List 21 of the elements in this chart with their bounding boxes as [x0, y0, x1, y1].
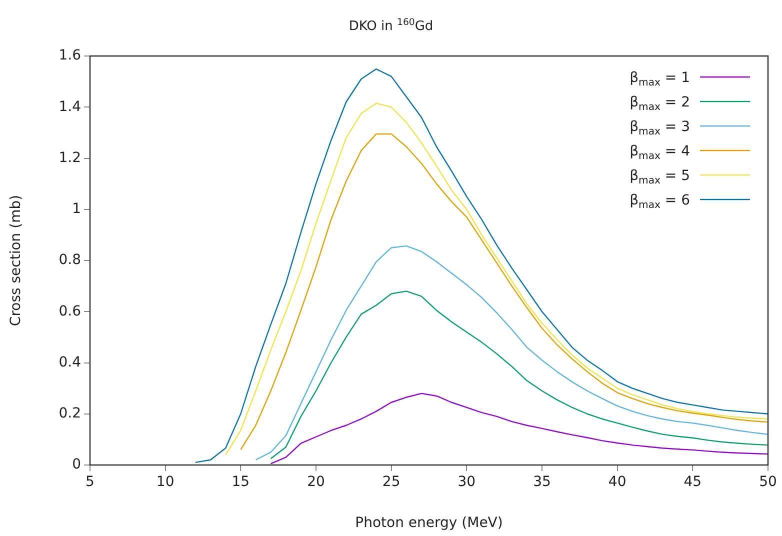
y-tick-label: 0.6: [58, 303, 82, 320]
y-tick-label: 0.4: [58, 354, 82, 370]
y-tick-label: 0.2: [58, 406, 81, 422]
x-tick-label: 40: [608, 474, 626, 490]
y-axis-title: Cross section (mb): [8, 194, 24, 326]
x-tick-label: 30: [458, 474, 476, 490]
x-tick-label: 5: [86, 474, 94, 490]
y-tick-label: 1.4: [58, 98, 82, 115]
y-tick-label: 1.2: [58, 150, 81, 166]
y-tick-label: 1: [72, 201, 81, 218]
y-tick-label: 1.6: [58, 48, 82, 64]
y-tick-label: 0: [72, 456, 81, 473]
x-tick-label: 25: [382, 474, 400, 490]
y-tick-label: 0.8: [58, 252, 81, 268]
x-axis-title: Photon energy (MeV): [355, 515, 503, 532]
x-tick-label: 20: [307, 474, 325, 490]
x-tick-label: 10: [156, 474, 174, 490]
x-tick-label: 15: [232, 474, 250, 490]
x-tick-label: 50: [759, 474, 777, 490]
x-tick-label: 45: [684, 474, 702, 490]
x-tick-label: 35: [533, 474, 551, 490]
